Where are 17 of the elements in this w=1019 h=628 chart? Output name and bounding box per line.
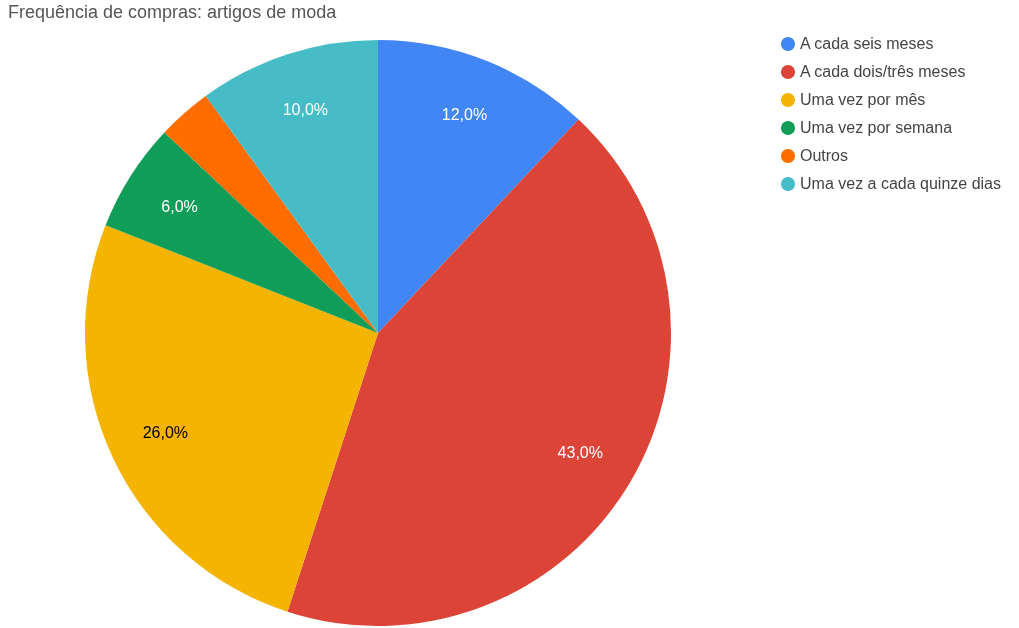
pie-slice	[105, 132, 378, 333]
legend-label: Uma vez por semana	[800, 119, 953, 136]
legend-label: Uma vez por mês	[800, 91, 926, 108]
pie-slice	[378, 40, 579, 333]
data-label: 6,0%	[161, 198, 198, 216]
data-label: 43,0%	[557, 443, 603, 461]
chart-title: Frequência de compras: artigos de moda	[8, 2, 338, 22]
pie-slice	[85, 225, 378, 612]
data-label: 12,0%	[441, 105, 488, 123]
pie-slice	[205, 40, 378, 333]
legend-label: A cada dois/três meses	[800, 63, 966, 80]
data-label: 26,0%	[142, 424, 189, 442]
pie-slice	[164, 95, 378, 333]
legend-label: Uma vez a cada quinze dias	[800, 175, 1001, 192]
data-label: 10,0%	[282, 100, 329, 118]
legend-label: A cada seis meses	[800, 35, 934, 52]
legend-label: Outros	[800, 147, 849, 164]
